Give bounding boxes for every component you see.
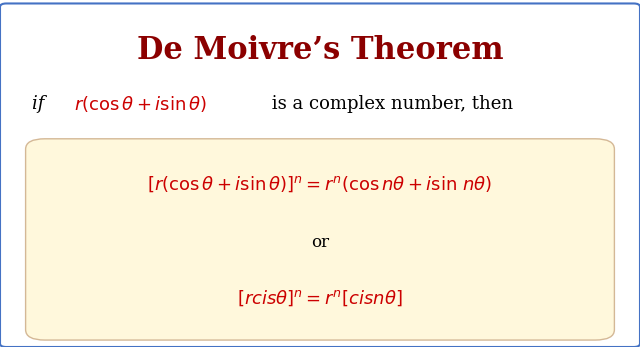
Text: $r(\cos\theta+i\sin\theta)$: $r(\cos\theta+i\sin\theta)$ — [74, 94, 207, 114]
Text: is a complex number, then: is a complex number, then — [266, 95, 513, 113]
Text: if: if — [32, 95, 50, 113]
FancyBboxPatch shape — [0, 3, 640, 347]
Text: $[r\left(\cos\theta+i\sin\theta\right)]^n=r^n(\cos n\theta+i\sin\, n\theta)$: $[r\left(\cos\theta+i\sin\theta\right)]^… — [147, 174, 493, 194]
Text: De Moivre’s Theorem: De Moivre’s Theorem — [137, 35, 503, 66]
Text: $[rcis\theta]^n=r^n[cisn\theta]$: $[rcis\theta]^n=r^n[cisn\theta]$ — [237, 289, 403, 308]
Text: or: or — [311, 235, 329, 251]
FancyBboxPatch shape — [26, 139, 614, 340]
